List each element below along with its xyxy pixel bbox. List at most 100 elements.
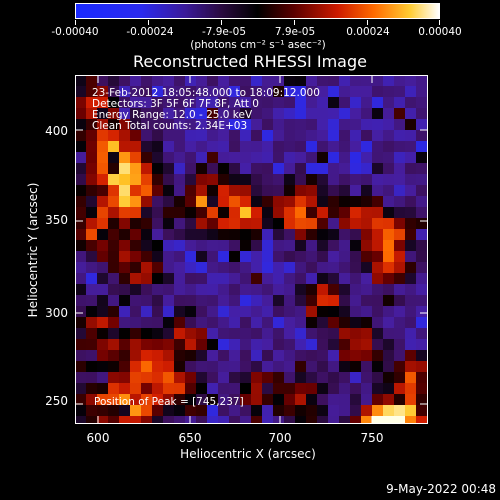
image-pixel <box>141 196 152 207</box>
image-pixel <box>86 218 97 229</box>
image-pixel <box>251 130 262 141</box>
image-pixel <box>317 317 328 328</box>
image-pixel <box>163 86 174 97</box>
image-pixel <box>174 394 185 405</box>
image-pixel <box>328 339 339 350</box>
image-pixel <box>350 306 361 317</box>
image-pixel <box>383 383 394 394</box>
image-pixel <box>229 295 240 306</box>
image-pixel <box>174 163 185 174</box>
image-pixel <box>86 295 97 306</box>
image-pixel <box>218 119 229 130</box>
image-pixel <box>97 262 108 273</box>
image-pixel <box>405 108 416 119</box>
image-pixel <box>262 185 273 196</box>
image-pixel <box>284 218 295 229</box>
image-pixel <box>273 251 284 262</box>
image-pixel <box>75 152 86 163</box>
image-pixel <box>218 262 229 273</box>
image-pixel <box>174 306 185 317</box>
image-pixel <box>339 218 350 229</box>
image-pixel <box>75 295 86 306</box>
image-pixel <box>383 196 394 207</box>
image-pixel <box>240 174 251 185</box>
image-pixel <box>229 174 240 185</box>
image-pixel <box>185 218 196 229</box>
image-pixel <box>196 163 207 174</box>
image-pixel <box>372 273 383 284</box>
image-pixel <box>196 306 207 317</box>
image-pixel <box>372 108 383 119</box>
image-pixel <box>251 361 262 372</box>
image-pixel <box>97 218 108 229</box>
image-pixel <box>405 295 416 306</box>
image-pixel <box>196 350 207 361</box>
image-pixel <box>416 295 427 306</box>
image-pixel <box>108 207 119 218</box>
image-pixel <box>240 317 251 328</box>
image-pixel <box>97 174 108 185</box>
image-pixel <box>152 284 163 295</box>
colorbar-units: (photons cm⁻² s⁻¹ asec⁻²) <box>190 39 326 51</box>
image-pixel <box>174 185 185 196</box>
image-pixel <box>207 350 218 361</box>
image-pixel <box>163 372 174 383</box>
image-pixel <box>108 350 119 361</box>
image-pixel <box>405 405 416 416</box>
image-pixel <box>240 108 251 119</box>
image-pixel <box>405 97 416 108</box>
image-pixel <box>229 394 240 405</box>
image-pixel <box>317 339 328 350</box>
image-pixel <box>328 383 339 394</box>
image-pixel <box>119 86 130 97</box>
image-pixel <box>361 75 372 86</box>
image-pixel <box>339 251 350 262</box>
image-pixel <box>350 317 361 328</box>
image-pixel <box>141 174 152 185</box>
image-pixel <box>86 163 97 174</box>
image-pixel <box>75 394 86 405</box>
image-pixel <box>97 350 108 361</box>
image-pixel <box>350 86 361 97</box>
image-pixel <box>262 361 273 372</box>
image-pixel <box>328 394 339 405</box>
image-pixel <box>350 97 361 108</box>
image-pixel <box>130 295 141 306</box>
image-pixel <box>273 174 284 185</box>
image-pixel <box>86 240 97 251</box>
image-pixel <box>75 416 86 424</box>
image-pixel <box>97 97 108 108</box>
image-pixel <box>339 108 350 119</box>
image-pixel <box>196 317 207 328</box>
image-pixel <box>394 141 405 152</box>
image-pixel <box>273 196 284 207</box>
image-pixel <box>251 119 262 130</box>
image-pixel <box>328 185 339 196</box>
image-pixel <box>196 383 207 394</box>
image-pixel <box>86 350 97 361</box>
image-pixel <box>97 339 108 350</box>
image-pixel <box>196 240 207 251</box>
image-pixel <box>108 394 119 405</box>
image-pixel <box>361 306 372 317</box>
image-pixel <box>240 207 251 218</box>
image-pixel <box>141 394 152 405</box>
image-pixel <box>97 394 108 405</box>
image-pixel <box>185 119 196 130</box>
colorbar-tick <box>148 20 149 25</box>
image-pixel <box>119 108 130 119</box>
image-pixel <box>229 251 240 262</box>
image-pixel <box>317 306 328 317</box>
image-pixel <box>185 383 196 394</box>
image-pixel <box>86 119 97 130</box>
image-pixel <box>361 361 372 372</box>
image-pixel <box>372 207 383 218</box>
image-pixel <box>207 185 218 196</box>
image-pixel <box>295 416 306 424</box>
image-pixel <box>262 306 273 317</box>
image-pixel <box>339 240 350 251</box>
image-pixel <box>174 317 185 328</box>
image-pixel <box>174 339 185 350</box>
image-pixel <box>207 97 218 108</box>
image-pixel <box>317 174 328 185</box>
